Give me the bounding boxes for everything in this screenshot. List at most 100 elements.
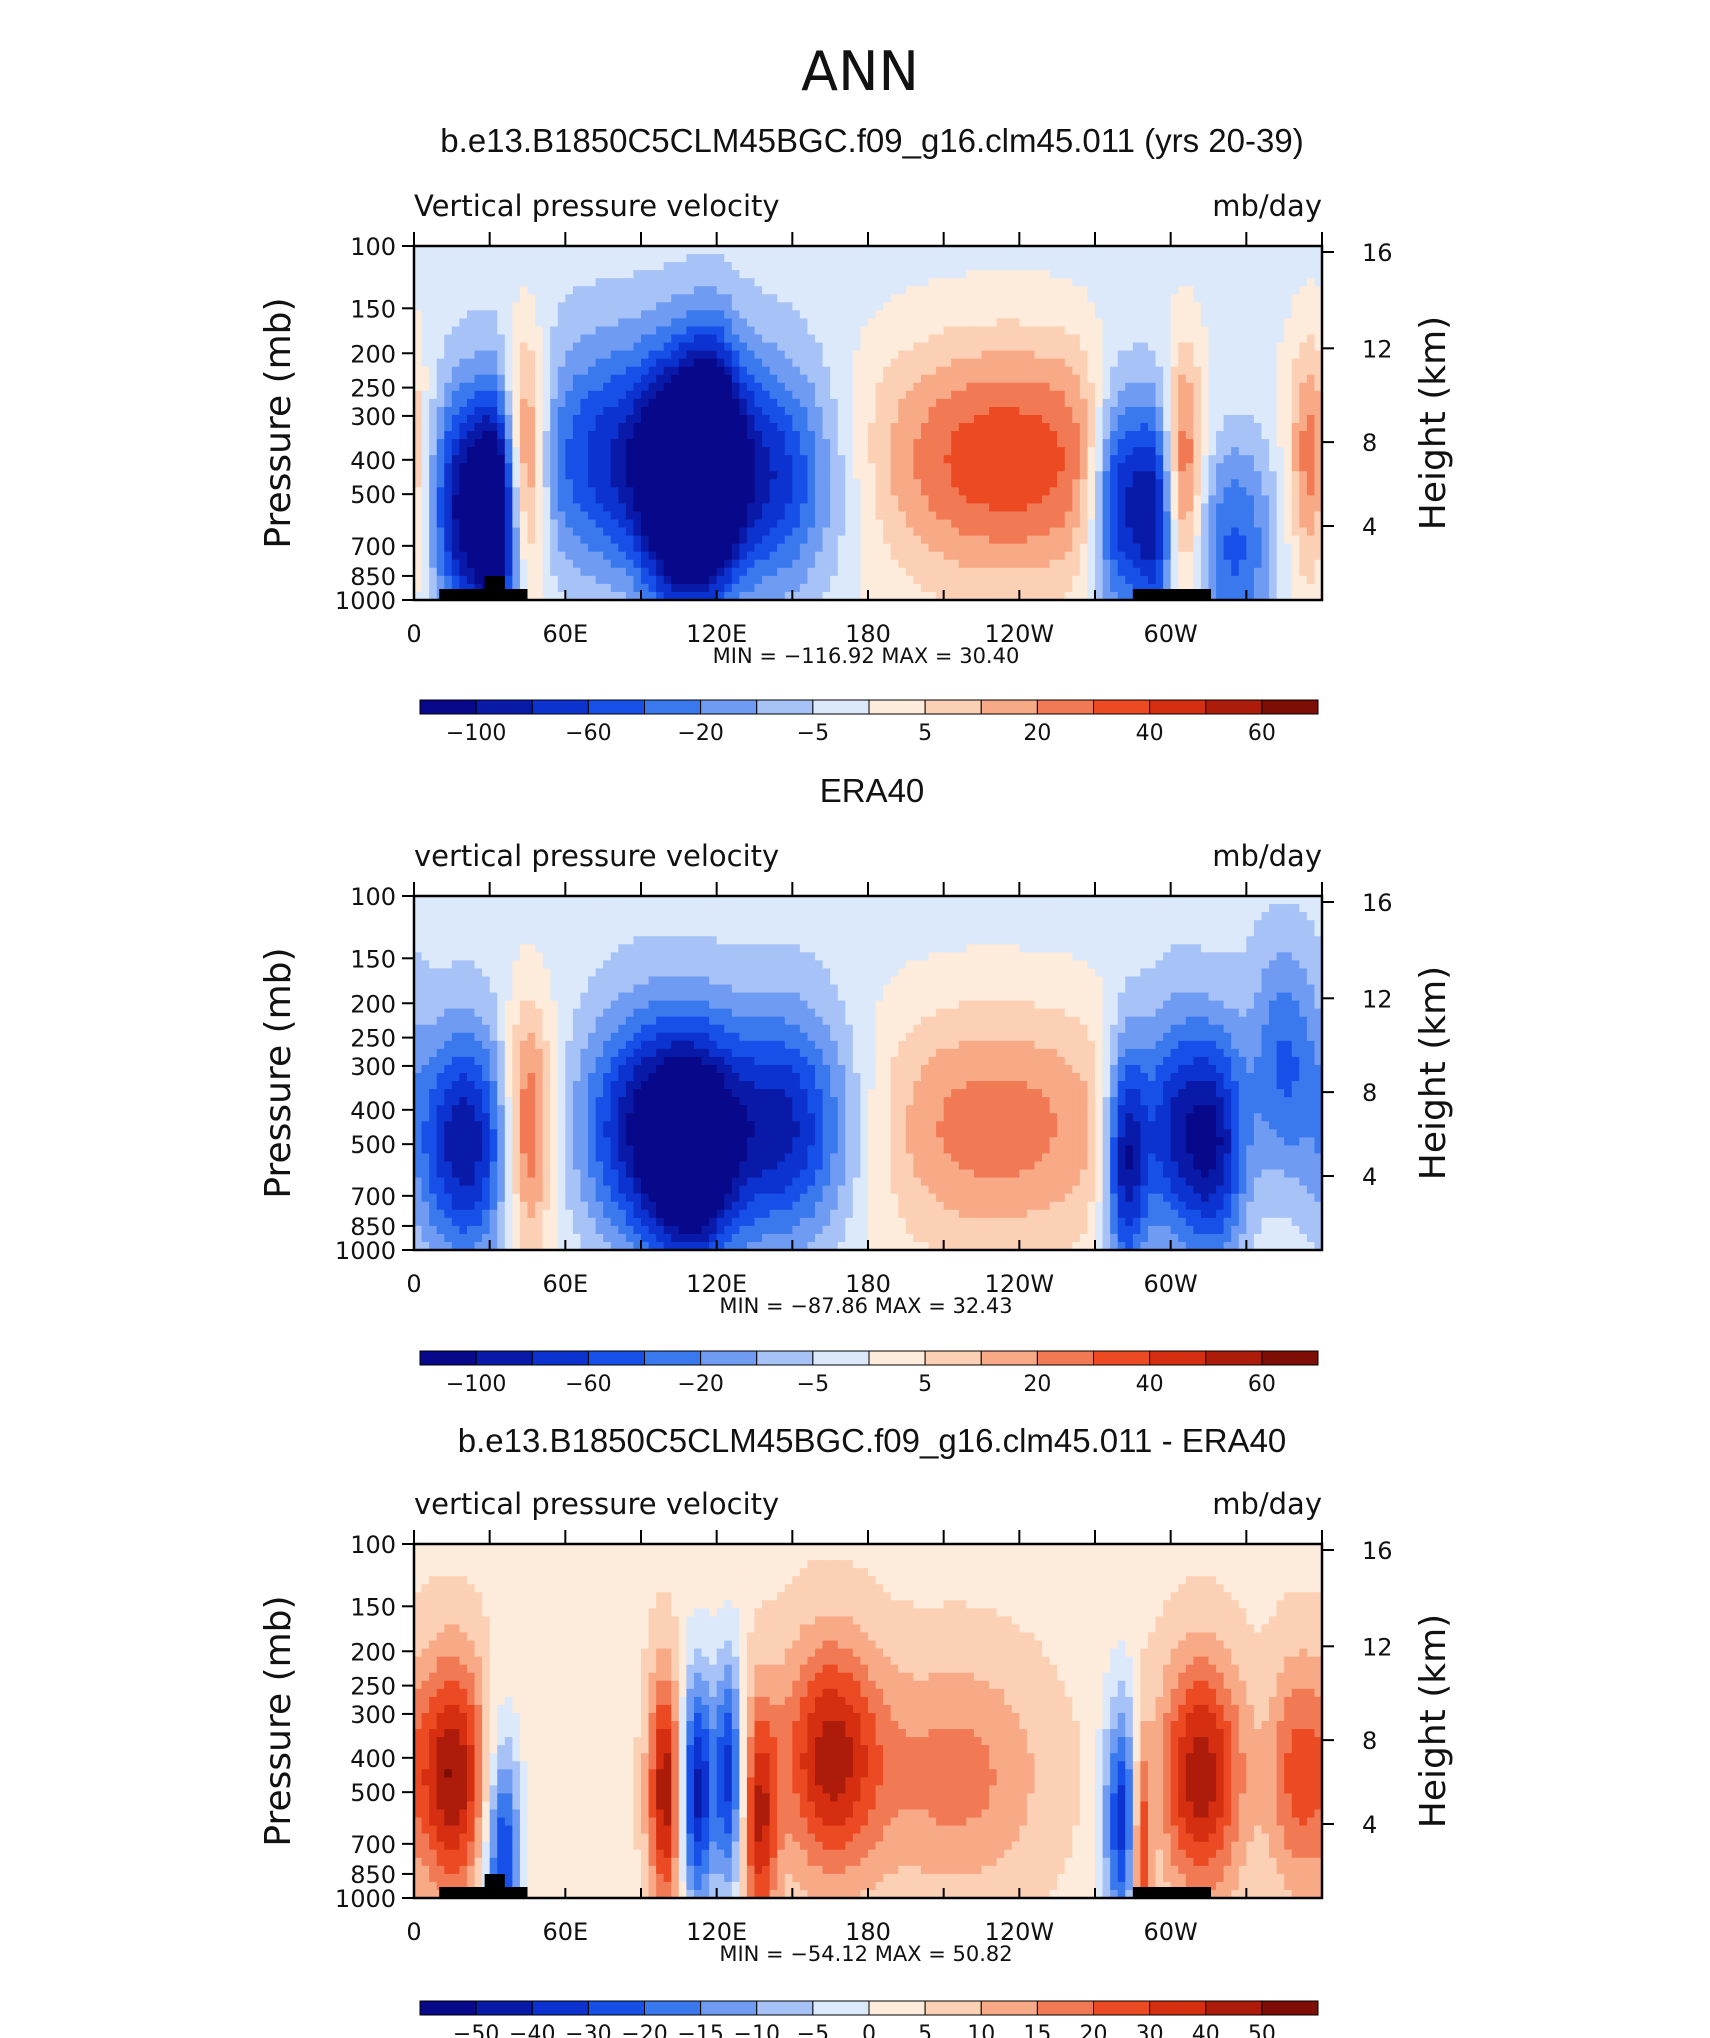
heatmap-cell [717,335,725,344]
heatmap-cell [792,431,800,440]
heatmap-cell [686,278,694,287]
heatmap-cell [1087,286,1095,295]
heatmap-cell [1269,560,1277,569]
heatmap-cell [1072,560,1080,569]
heatmap-cell [1224,552,1232,561]
heatmap-cell [1110,399,1118,408]
heatmap-cell [1080,447,1088,456]
heatmap-cell [1027,254,1035,263]
heatmap-cell [966,262,974,271]
heatmap-cell [694,479,702,488]
heatmap-cell [709,520,717,529]
heatmap-cell [565,431,573,440]
heatmap-cell [671,520,679,529]
heatmap-cell [1209,326,1217,335]
heatmap-cell [679,463,687,472]
heatmap-cell [444,528,452,537]
heatmap-cell [860,407,868,416]
heatmap-cell [1110,278,1118,287]
heatmap-cell [1050,415,1058,424]
heatmap-cell [1027,399,1035,408]
heatmap-cell [1246,471,1254,480]
heatmap-cell [732,310,740,319]
heatmap-cell [482,270,490,279]
heatmap-cell [686,383,694,392]
heatmap-cell [1034,471,1042,480]
heatmap-cell [656,495,664,504]
heatmap-cell [1163,367,1171,376]
heatmap-cell [459,335,467,344]
heatmap-cell [702,351,710,360]
heatmap-cell [868,359,876,368]
heatmap-cell [770,520,778,529]
heatmap-cell [528,367,536,376]
heatmap-cell [1254,310,1262,319]
heatmap-cell [883,415,891,424]
heatmap-cell [982,512,990,521]
heatmap-cell [770,302,778,311]
heatmap-cell [974,512,982,521]
heatmap-cell [762,455,770,464]
heatmap-cell [422,326,430,335]
heatmap-cell [709,310,717,319]
heatmap-cell [868,294,876,303]
heatmap-cell [505,568,513,577]
heatmap-cell [437,560,445,569]
heatmap-cell [1004,399,1012,408]
heatmap-cell [1224,544,1232,553]
heatmap-cell [437,455,445,464]
heatmap-cell [444,375,452,384]
heatmap-cell [982,318,990,327]
heatmap-cell [921,286,929,295]
heatmap-cell [422,439,430,448]
heatmap-cell [1224,351,1232,360]
heatmap-cell [868,415,876,424]
heatmap-cell [974,326,982,335]
heatmap-cell [437,471,445,480]
heatmap-cell [550,503,558,512]
heatmap-cell [558,512,566,521]
heatmap-cell [1216,310,1224,319]
heatmap-cell [989,391,997,400]
heatmap-cell [755,415,763,424]
heatmap-cell [1307,318,1315,327]
heatmap-cell [989,487,997,496]
heatmap-cell [618,399,626,408]
heatmap-cell [830,351,838,360]
heatmap-cell [558,302,566,311]
heatmap-cell [785,302,793,311]
heatmap-cell [709,254,717,263]
heatmap-cell [558,343,566,352]
heatmap-cell [1216,391,1224,400]
heatmap-cell [1307,399,1315,408]
heatmap-cell [1284,423,1292,432]
heatmap-cell [951,528,959,537]
heatmap-cell [444,351,452,360]
heatmap-cell [573,246,581,255]
heatmap-cell [558,335,566,344]
heatmap-cell [1261,343,1269,352]
heatmap-cell [1284,463,1292,472]
heatmap-cell [482,544,490,553]
heatmap-cell [1178,359,1186,368]
heatmap-cell [845,310,853,319]
heatmap-cell [1224,399,1232,408]
heatmap-cell [671,439,679,448]
heatmap-cell [611,568,619,577]
heatmap-cell [860,383,868,392]
heatmap-cell [1065,278,1073,287]
heatmap-cell [936,254,944,263]
heatmap-cell [1027,391,1035,400]
heatmap-cell [959,294,967,303]
heatmap-cell [815,447,823,456]
heatmap-cell [528,463,536,472]
heatmap-cell [709,407,717,416]
heatmap-cell [1178,294,1186,303]
heatmap-cell [1034,270,1042,279]
heatmap-cell [1065,335,1073,344]
heatmap-cell [921,544,929,553]
heatmap-cell [1103,528,1111,537]
heatmap-cell [1277,439,1285,448]
heatmap-cell [755,351,763,360]
heatmap-cell [717,254,725,263]
